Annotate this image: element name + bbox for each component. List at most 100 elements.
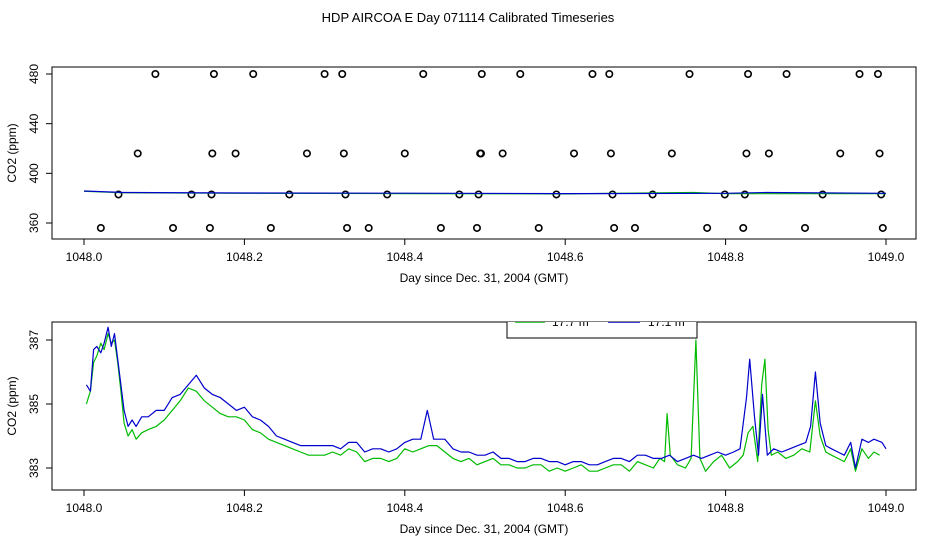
- top-calibration-point: [343, 223, 352, 232]
- bottom-plot-frame: [51, 321, 917, 491]
- top-calibration-point: [474, 190, 483, 199]
- top-calibration-point: [648, 190, 657, 199]
- legend: 17.7 m 17.1 m: [506, 315, 698, 339]
- top-calibration-point: [231, 149, 240, 158]
- bottom-series-line-17-1-m: [85, 326, 887, 469]
- top-series-line-17-1-m: [83, 190, 887, 195]
- figure-title: HDP AIRCOA E Day 071114 Calibrated Times…: [322, 10, 615, 25]
- top-calibration-point: [818, 190, 827, 199]
- top-x-tick-label: 1048.2: [226, 250, 263, 264]
- top-calibration-point: [498, 149, 507, 158]
- top-y-axis-label: CO2 (ppm): [5, 123, 19, 182]
- bottom-x-axis-label: Day since Dec. 31, 2004 (GMT): [400, 522, 569, 536]
- top-calibration-point: [133, 149, 142, 158]
- top-calibration-point: [516, 70, 525, 79]
- top-calibration-point: [208, 149, 217, 158]
- top-calibration-point: [320, 70, 329, 79]
- bottom-series-line-17-7-m: [85, 333, 880, 472]
- top-calibration-point: [209, 70, 218, 79]
- top-calibration-point: [114, 190, 123, 199]
- top-y-tick-label: 360: [27, 213, 41, 233]
- top-calibration-point: [744, 70, 753, 79]
- bottom-plot-marks: [85, 326, 887, 472]
- top-panel: 1048.0 1048.2 1048.4 1048.6 1048.8 1049.0 360…: [5, 64, 917, 285]
- top-calibration-point: [782, 70, 791, 79]
- top-calibration-point: [341, 190, 350, 199]
- top-y-tick-label: 440: [27, 113, 41, 133]
- top-calibration-point: [339, 149, 348, 158]
- bottom-y-tick-label: 385: [27, 394, 41, 414]
- top-calibration-point: [400, 149, 409, 158]
- top-calibration-point: [630, 223, 639, 232]
- top-calibration-point: [855, 70, 864, 79]
- top-calibration-point: [836, 149, 845, 158]
- top-calibration-point: [169, 223, 178, 232]
- top-calibration-point: [477, 70, 486, 79]
- legend-label-17-7m: 17.7 m: [552, 315, 589, 329]
- top-calibration-point: [764, 149, 773, 158]
- top-calibration-point: [266, 223, 275, 232]
- bottom-x-tick-label: 1048.4: [386, 501, 423, 515]
- top-y-axis: 360 400 440 480: [27, 64, 53, 233]
- top-calibration-point: [476, 149, 485, 158]
- top-calibration-point: [338, 70, 347, 79]
- top-calibration-point: [742, 149, 751, 158]
- top-calibration-point: [419, 70, 428, 79]
- top-x-tick-label: 1048.4: [386, 250, 423, 264]
- top-calibration-point: [667, 149, 676, 158]
- top-calibration-point: [187, 190, 196, 199]
- top-calibration-point: [151, 70, 160, 79]
- top-y-tick-label: 480: [27, 64, 41, 84]
- top-calibration-point: [875, 149, 884, 158]
- top-x-axis: 1048.0 1048.2 1048.4 1048.6 1048.8 1049.0: [66, 238, 905, 264]
- top-calibration-point: [703, 223, 712, 232]
- top-calibration-point: [472, 223, 481, 232]
- bottom-x-tick-label: 1049.0: [868, 501, 905, 515]
- top-calibration-point: [739, 223, 748, 232]
- top-calibration-point: [610, 223, 619, 232]
- top-x-tick-label: 1048.8: [707, 250, 744, 264]
- top-calibration-point: [436, 223, 445, 232]
- bottom-y-axis: 383 385 387: [27, 330, 53, 478]
- top-calibration-point: [685, 70, 694, 79]
- top-calibration-point: [878, 223, 887, 232]
- bottom-x-tick-label: 1048.8: [707, 501, 744, 515]
- top-plot-marks: [83, 70, 887, 232]
- top-calibration-point: [302, 149, 311, 158]
- top-calibration-point: [207, 190, 216, 199]
- top-calibration-point: [720, 190, 729, 199]
- top-calibration-point: [605, 70, 614, 79]
- top-calibration-point: [534, 223, 543, 232]
- bottom-y-axis-label: CO2 (ppm): [5, 376, 19, 435]
- top-calibration-point: [877, 190, 886, 199]
- top-x-axis-label: Day since Dec. 31, 2004 (GMT): [400, 271, 569, 285]
- top-calibration-point: [249, 70, 258, 79]
- top-calibration-point: [873, 70, 882, 79]
- top-x-tick-label: 1048.6: [547, 250, 584, 264]
- bottom-x-tick-label: 1048.0: [66, 501, 103, 515]
- top-calibration-point: [800, 223, 809, 232]
- top-calibration-point: [608, 190, 617, 199]
- bottom-y-tick-label: 387: [27, 330, 41, 350]
- top-calibration-point: [364, 223, 373, 232]
- top-calibration-point: [570, 149, 579, 158]
- bottom-x-tick-label: 1048.6: [547, 501, 584, 515]
- top-x-tick-label: 1049.0: [868, 250, 905, 264]
- bottom-x-tick-label: 1048.2: [226, 501, 263, 515]
- top-y-tick-label: 400: [27, 163, 41, 183]
- legend-box: [506, 322, 698, 339]
- bottom-x-axis: 1048.0 1048.2 1048.4 1048.6 1048.8 1049.0: [66, 489, 905, 515]
- top-calibration-point: [588, 70, 597, 79]
- bottom-panel: 1048.0 1048.2 1048.4 1048.6 1048.8 1049.0 383…: [5, 315, 917, 536]
- top-calibration-point: [740, 190, 749, 199]
- legend-label-17-1m: 17.1 m: [648, 315, 685, 329]
- bottom-y-tick-label: 383: [27, 458, 41, 478]
- top-calibration-point: [606, 149, 615, 158]
- top-calibration-point: [205, 223, 214, 232]
- top-calibration-point: [455, 190, 464, 199]
- top-calibration-point: [96, 223, 105, 232]
- top-calibration-point: [383, 190, 392, 199]
- top-x-tick-label: 1048.0: [66, 250, 103, 264]
- top-calibration-point: [285, 190, 294, 199]
